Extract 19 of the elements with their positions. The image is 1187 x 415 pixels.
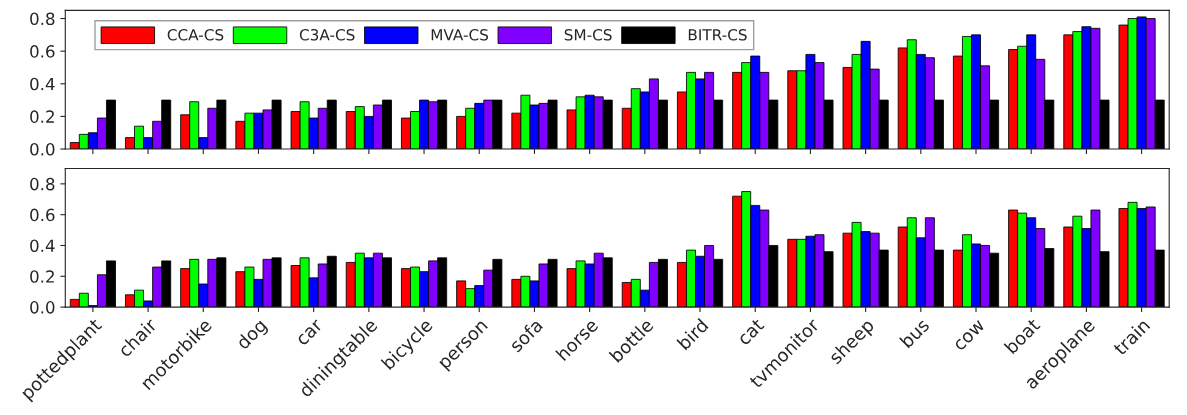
y-tick-label: 0.4 xyxy=(30,77,55,91)
legend-label: SM-CS xyxy=(564,29,612,41)
y-tick-label: 0.2 xyxy=(30,110,54,123)
x-tick-label: dog xyxy=(235,317,270,353)
x-tick-label: cow xyxy=(953,319,986,352)
y-tick-label: 0.4 xyxy=(30,239,55,253)
y-tick-label: 0.6 xyxy=(30,45,55,58)
legend-label: C3A-CS xyxy=(299,29,355,41)
legend-label: CCA-CS xyxy=(167,29,224,41)
y-tick-label: 0.6 xyxy=(30,208,55,222)
y-tick-label: 0.2 xyxy=(30,270,54,283)
y-tick-label: 0.8 xyxy=(30,177,55,191)
y-tick-label: 0.0 xyxy=(30,301,55,314)
x-tick-label: sofa xyxy=(508,317,544,353)
legend-label: BITR-CS xyxy=(688,29,747,41)
y-tick-label: 0.0 xyxy=(30,142,55,156)
y-tick-label: 0.8 xyxy=(30,12,55,26)
legend-label: MVA-CS xyxy=(431,29,489,41)
x-tick-label: bus xyxy=(899,317,931,349)
